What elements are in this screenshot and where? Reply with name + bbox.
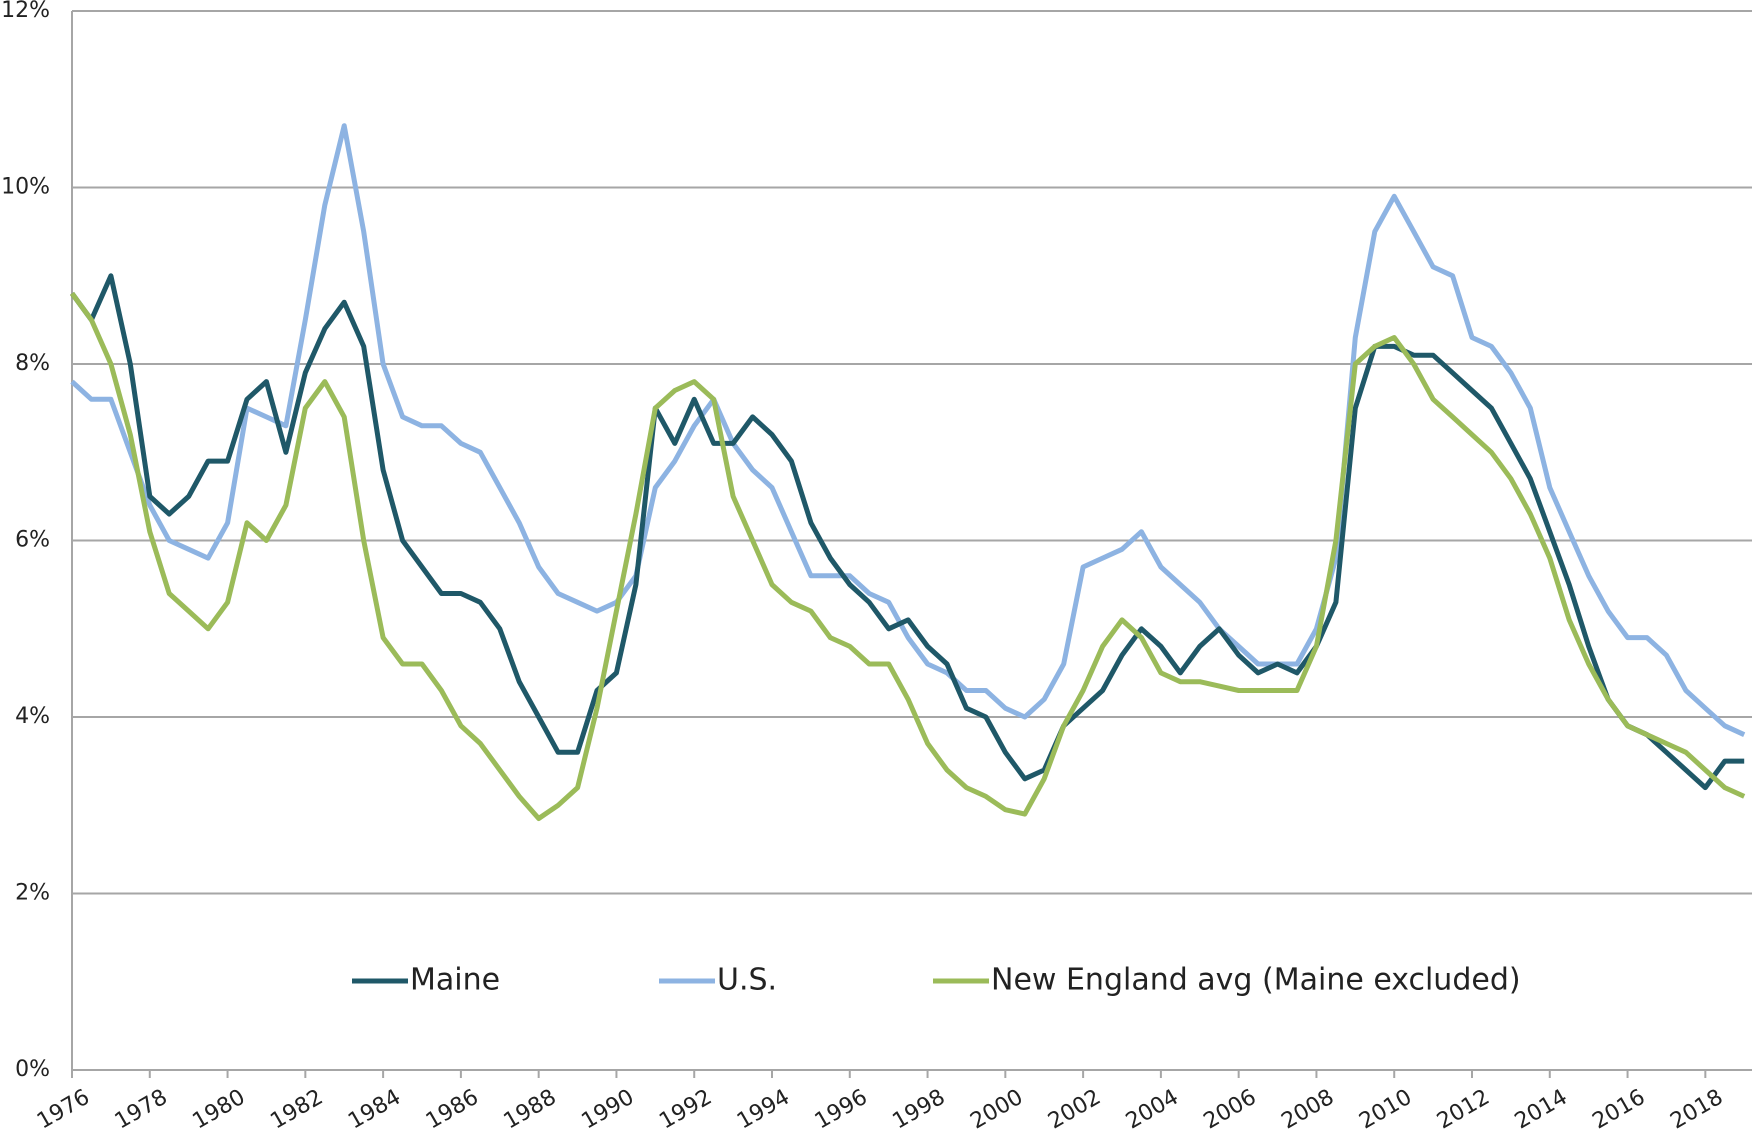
y-tick-label: 6% (15, 528, 50, 553)
x-tick-label: 2000 (966, 1085, 1027, 1135)
y-tick-label: 12% (1, 0, 50, 23)
legend-label: New England avg (Maine excluded) (991, 963, 1521, 998)
x-tick-label: 1998 (889, 1085, 950, 1135)
x-tick-label: 1982 (266, 1085, 327, 1135)
x-tick-label: 2010 (1355, 1085, 1416, 1135)
x-tick-label: 2008 (1277, 1085, 1338, 1135)
x-tick-label: 1978 (111, 1085, 172, 1135)
x-tick-label: 2006 (1200, 1085, 1261, 1135)
y-tick-label: 10% (1, 175, 50, 200)
x-tick-label: 2012 (1433, 1085, 1494, 1135)
x-tick-label: 1988 (500, 1085, 561, 1135)
y-tick-label: 4% (15, 704, 50, 729)
x-tick-label: 1986 (422, 1085, 483, 1135)
series-line (69, 273, 1745, 791)
x-tick-label: 1984 (344, 1085, 405, 1135)
x-tick-label: 1990 (577, 1085, 638, 1135)
x-tick-label: 1980 (189, 1085, 250, 1135)
y-tick-label: 8% (15, 351, 50, 376)
x-tick-label: 1996 (811, 1085, 872, 1135)
x-tick-label: 1992 (655, 1085, 716, 1135)
series-line (69, 291, 1746, 821)
x-tick-label: 2018 (1666, 1085, 1727, 1135)
legend-label: Maine (410, 963, 500, 998)
y-tick-label: 2% (15, 881, 50, 906)
legend-label: U.S. (717, 963, 777, 998)
x-tick-label: 2014 (1511, 1085, 1572, 1135)
y-tick-label: 0% (15, 1057, 50, 1082)
x-tick-label: 1976 (33, 1085, 94, 1135)
x-tick-label: 2004 (1122, 1085, 1183, 1135)
x-tick-label: 2002 (1044, 1085, 1105, 1135)
x-tick-label: 1994 (733, 1085, 794, 1135)
x-tick-label: 2016 (1589, 1085, 1650, 1135)
series-line (70, 123, 1746, 737)
